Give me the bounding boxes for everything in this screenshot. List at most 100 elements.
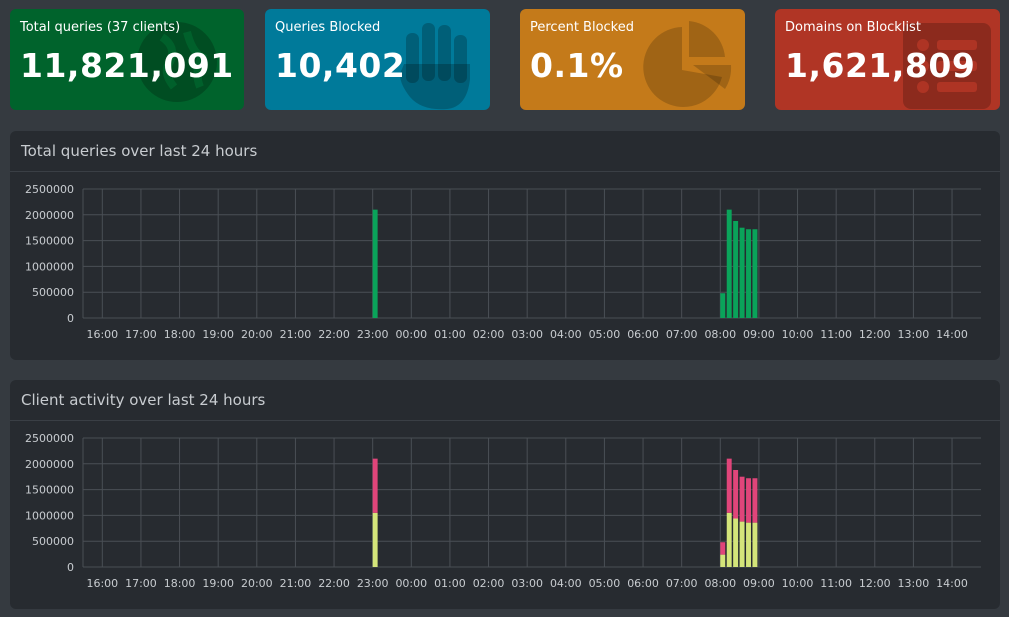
- y-tick-label: 2000000: [25, 458, 74, 471]
- x-tick-label: 03:00: [511, 577, 543, 590]
- bar[interactable]: [720, 293, 726, 318]
- x-tick-label: 13:00: [898, 577, 930, 590]
- x-tick-label: 11:00: [820, 577, 852, 590]
- panel-title: Total queries over last 24 hours: [10, 131, 1000, 172]
- x-tick-label: 22:00: [318, 577, 350, 590]
- bar[interactable]: [726, 209, 732, 318]
- bar[interactable]: [720, 554, 726, 567]
- x-tick-label: 09:00: [743, 328, 775, 341]
- x-tick-label: 14:00: [936, 328, 968, 341]
- x-tick-label: 19:00: [202, 328, 234, 341]
- queries-chart: 2500000 2000000 1500000 1000000 500000 0 16:00…: [25, 183, 981, 341]
- bar[interactable]: [733, 220, 739, 318]
- x-tick-label: 17:00: [125, 328, 157, 341]
- bar[interactable]: [746, 522, 751, 567]
- x-tick-label: 09:00: [743, 577, 775, 590]
- stat-value: 10,402: [275, 46, 406, 85]
- stat-label: Percent Blocked: [530, 20, 634, 35]
- y-tick-label: 2500000: [25, 183, 74, 196]
- stat-value: 0.1%: [530, 46, 624, 85]
- y-tick-label: 0: [67, 312, 74, 325]
- x-tick-label: 08:00: [704, 577, 736, 590]
- x-tick-label: 16:00: [86, 577, 118, 590]
- y-tick-label: 1000000: [25, 509, 74, 522]
- x-tick-label: 01:00: [434, 577, 466, 590]
- y-tick-label: 2000000: [25, 209, 74, 222]
- bar[interactable]: [752, 229, 758, 318]
- bar[interactable]: [752, 522, 758, 567]
- bar[interactable]: [372, 209, 378, 318]
- bar[interactable]: [726, 458, 732, 513]
- x-tick-label: 04:00: [550, 328, 582, 341]
- bar[interactable]: [746, 478, 751, 523]
- bar[interactable]: [726, 512, 732, 567]
- x-tick-label: 11:00: [820, 328, 852, 341]
- hand-icon: [400, 23, 470, 110]
- stat-label: Domains on Blocklist: [785, 20, 921, 35]
- x-tick-label: 14:00: [936, 577, 968, 590]
- bar[interactable]: [739, 521, 745, 567]
- clients-panel: Client activity over last 24 hours 25000…: [10, 380, 1000, 609]
- x-tick-label: 07:00: [666, 577, 698, 590]
- globe-icon: [137, 22, 217, 102]
- x-tick-label: 23:00: [357, 577, 389, 590]
- x-tick-label: 04:00: [550, 577, 582, 590]
- x-tick-label: 23:00: [357, 328, 389, 341]
- x-tick-label: 02:00: [473, 328, 505, 341]
- stat-total-queries[interactable]: Total queries (37 clients) 11,821,091: [10, 9, 244, 110]
- y-tick-label: 500000: [32, 535, 74, 548]
- bar[interactable]: [746, 229, 751, 318]
- bar[interactable]: [733, 518, 739, 567]
- x-tick-label: 07:00: [666, 328, 698, 341]
- stat-queries-blocked[interactable]: Queries Blocked 10,402: [265, 9, 490, 110]
- x-tick-label: 03:00: [511, 328, 543, 341]
- stat-value: 11,821,091: [20, 46, 234, 85]
- bar[interactable]: [752, 478, 758, 523]
- x-tick-label: 22:00: [318, 328, 350, 341]
- bar[interactable]: [739, 227, 745, 318]
- stat-label: Queries Blocked: [275, 20, 381, 35]
- queries-panel: Total queries over last 24 hours 2500000…: [10, 131, 1000, 360]
- x-tick-label: 10:00: [782, 577, 814, 590]
- y-tick-label: 2500000: [25, 432, 74, 445]
- x-tick-label: 02:00: [473, 577, 505, 590]
- x-tick-label: 18:00: [164, 577, 196, 590]
- bar[interactable]: [372, 458, 378, 513]
- x-tick-label: 12:00: [859, 577, 891, 590]
- x-tick-label: 10:00: [782, 328, 814, 341]
- bar[interactable]: [720, 542, 726, 555]
- stat-value: 1,621,809: [785, 46, 976, 85]
- y-tick-label: 1500000: [25, 235, 74, 248]
- clients-chart: 2500000 2000000 1500000 1000000 500000 0 16:00…: [25, 432, 981, 590]
- y-tick-label: 1000000: [25, 260, 74, 273]
- y-tick-label: 500000: [32, 286, 74, 299]
- x-tick-label: 00:00: [395, 328, 427, 341]
- list-icon: [903, 23, 991, 109]
- x-tick-label: 19:00: [202, 577, 234, 590]
- stat-label: Total queries (37 clients): [20, 20, 181, 35]
- x-tick-label: 21:00: [280, 577, 312, 590]
- bar[interactable]: [372, 512, 378, 567]
- x-tick-label: 06:00: [627, 328, 659, 341]
- x-tick-label: 13:00: [898, 328, 930, 341]
- x-tick-label: 20:00: [241, 328, 273, 341]
- pie-chart-icon: [643, 21, 732, 107]
- x-tick-label: 05:00: [589, 328, 621, 341]
- x-tick-label: 12:00: [859, 328, 891, 341]
- stat-domains-blocklist[interactable]: Domains on Blocklist 1,621,809: [775, 9, 1000, 110]
- y-tick-label: 0: [67, 561, 74, 574]
- x-tick-label: 20:00: [241, 577, 273, 590]
- x-tick-label: 18:00: [164, 328, 196, 341]
- x-tick-label: 01:00: [434, 328, 466, 341]
- panel-title: Client activity over last 24 hours: [10, 380, 1000, 421]
- x-tick-label: 06:00: [627, 577, 659, 590]
- x-tick-label: 17:00: [125, 577, 157, 590]
- x-tick-label: 00:00: [395, 577, 427, 590]
- x-tick-label: 16:00: [86, 328, 118, 341]
- bar[interactable]: [739, 476, 745, 522]
- stat-percent-blocked[interactable]: Percent Blocked 0.1%: [520, 9, 745, 110]
- x-tick-label: 08:00: [704, 328, 736, 341]
- bar[interactable]: [733, 469, 739, 519]
- x-tick-label: 05:00: [589, 577, 621, 590]
- x-tick-label: 21:00: [280, 328, 312, 341]
